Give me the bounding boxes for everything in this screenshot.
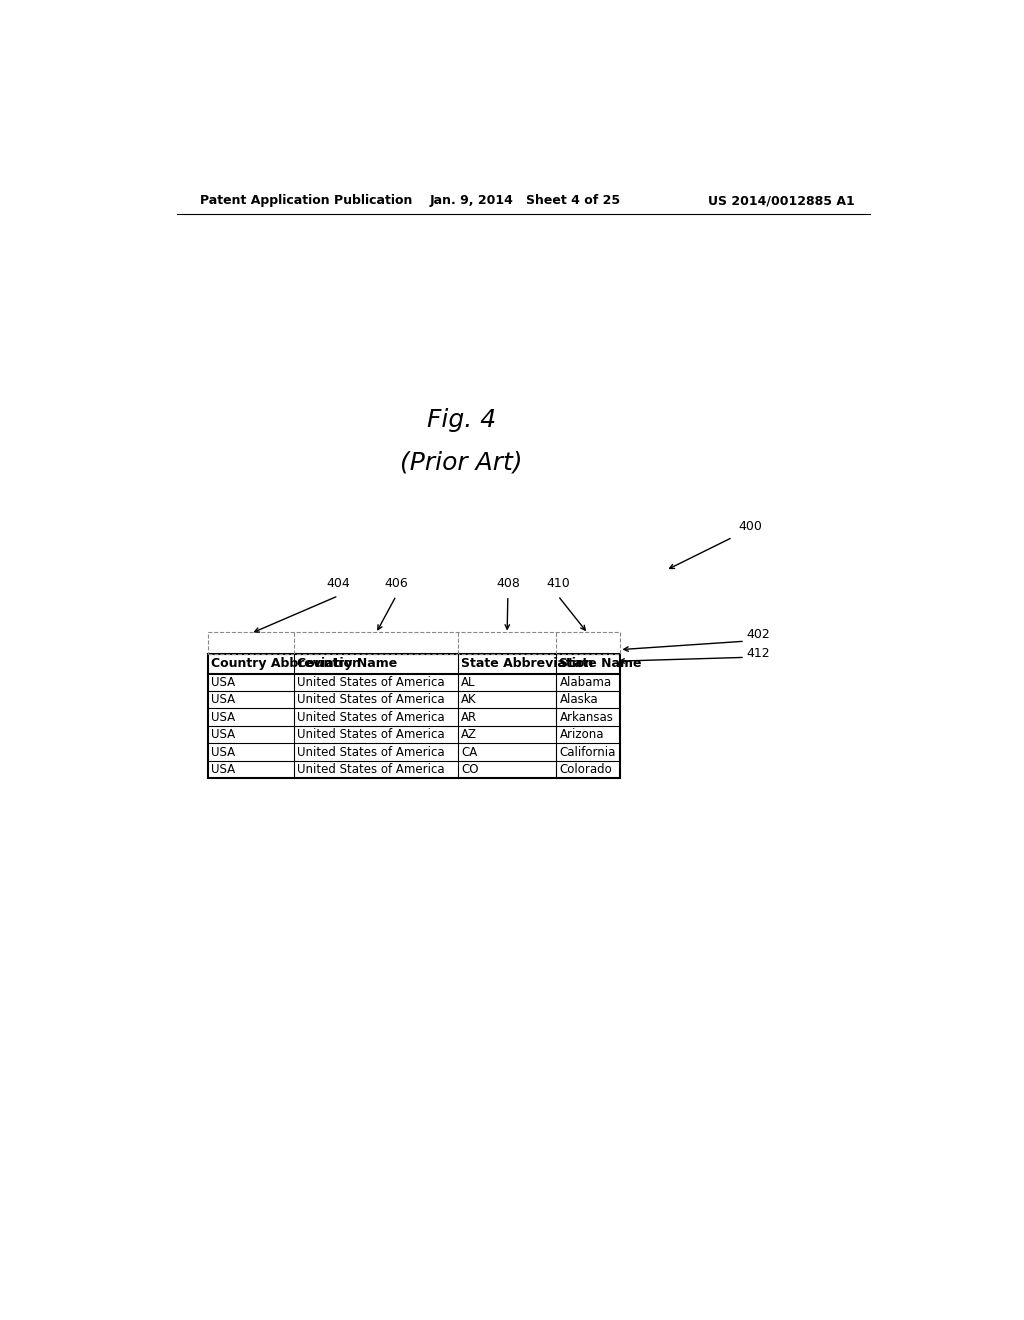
Text: 408: 408	[496, 577, 520, 590]
Text: State Abbreviation: State Abbreviation	[461, 657, 593, 671]
Text: United States of America: United States of America	[297, 693, 444, 706]
Text: AL: AL	[461, 676, 475, 689]
Bar	[208, 632, 620, 653]
Text: Alaska: Alaska	[559, 693, 598, 706]
Text: United States of America: United States of America	[297, 763, 444, 776]
Text: AZ: AZ	[461, 729, 477, 741]
Text: Patent Application Publication: Patent Application Publication	[200, 194, 413, 207]
Text: USA: USA	[211, 729, 234, 741]
Text: 412: 412	[746, 647, 770, 660]
Text: Alabama: Alabama	[559, 676, 611, 689]
Text: Fig. 4: Fig. 4	[427, 408, 497, 432]
Text: AK: AK	[461, 693, 476, 706]
Text: USA: USA	[211, 746, 234, 759]
Text: 404: 404	[327, 577, 350, 590]
Text: State Name: State Name	[559, 657, 642, 671]
Text: CO: CO	[461, 763, 478, 776]
Text: Arizona: Arizona	[559, 729, 604, 741]
Text: Jan. 9, 2014   Sheet 4 of 25: Jan. 9, 2014 Sheet 4 of 25	[429, 194, 621, 207]
Text: 402: 402	[746, 628, 770, 640]
Text: Country Name: Country Name	[297, 657, 397, 671]
Text: Country Abbreviation: Country Abbreviation	[211, 657, 360, 671]
Text: United States of America: United States of America	[297, 746, 444, 759]
Text: USA: USA	[211, 710, 234, 723]
Text: AR: AR	[461, 710, 477, 723]
Text: US 2014/0012885 A1: US 2014/0012885 A1	[708, 194, 854, 207]
Text: 400: 400	[739, 520, 763, 533]
Text: (Prior Art): (Prior Art)	[400, 450, 523, 475]
Text: California: California	[559, 746, 615, 759]
Text: Colorado: Colorado	[559, 763, 612, 776]
Text: CA: CA	[461, 746, 477, 759]
Text: United States of America: United States of America	[297, 710, 444, 723]
Text: 406: 406	[384, 577, 409, 590]
Text: United States of America: United States of America	[297, 676, 444, 689]
Text: Arkansas: Arkansas	[559, 710, 613, 723]
Text: USA: USA	[211, 676, 234, 689]
Text: USA: USA	[211, 763, 234, 776]
Text: United States of America: United States of America	[297, 729, 444, 741]
Text: 410: 410	[546, 577, 569, 590]
Bar	[208, 653, 620, 779]
Text: USA: USA	[211, 693, 234, 706]
